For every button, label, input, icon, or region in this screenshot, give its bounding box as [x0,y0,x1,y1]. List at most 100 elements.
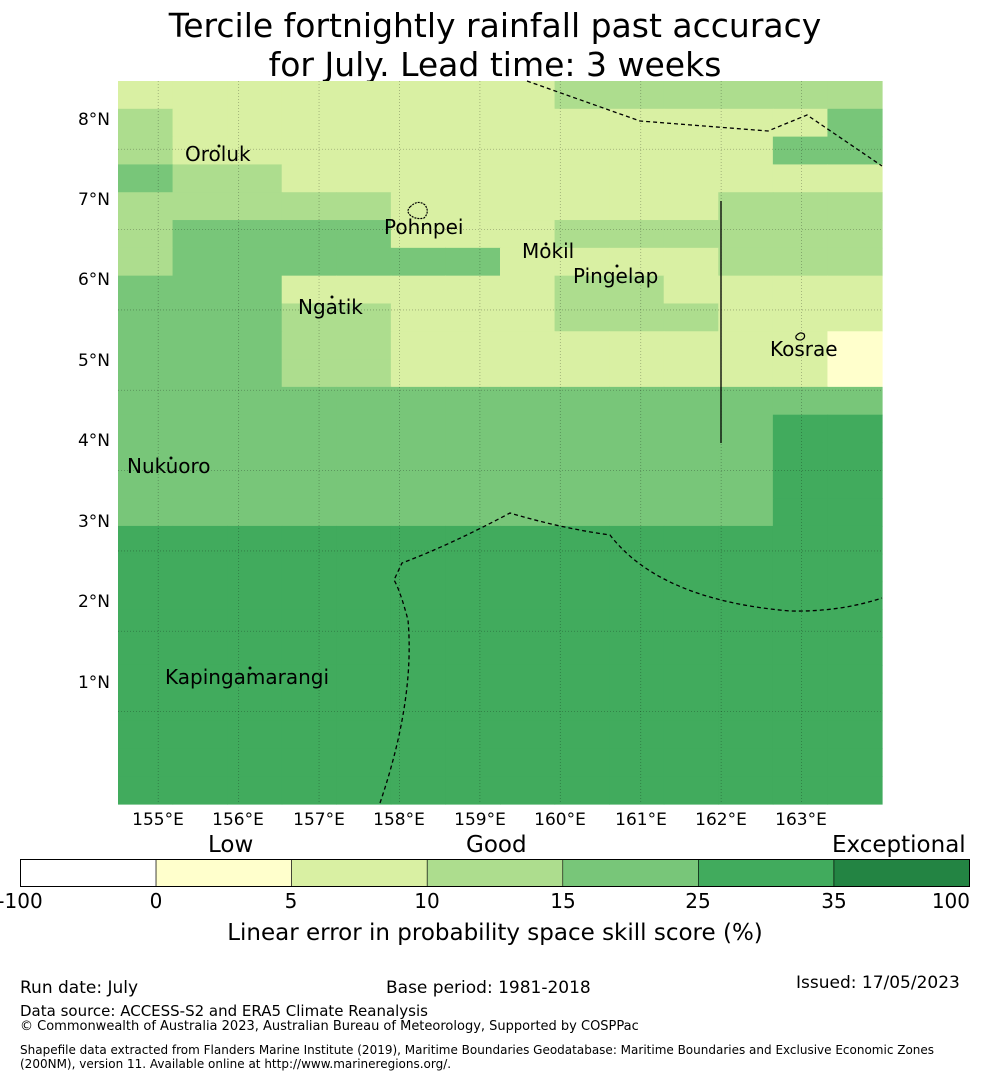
grid-cell [227,220,283,249]
colorbar-swatch [20,859,157,887]
lon-tick-label: 156°E [212,810,264,830]
lon-tick-label: 163°E [775,810,827,830]
grid-cell [118,81,174,110]
grid-cell [500,331,556,360]
grid-cell [772,303,829,332]
grid-cell [227,748,283,777]
grid-cell [609,581,665,610]
grid-cell [227,81,283,110]
grid-cell [390,386,447,416]
grid-cell [281,414,337,444]
grid-cell [281,748,337,777]
grid-cell [172,748,228,777]
grid-cell [445,692,501,722]
grid-cell [500,81,556,110]
grid-cell [554,303,610,332]
grid-cell [118,525,174,555]
grid-cell [281,136,337,166]
grid-cell [554,275,610,305]
grid-cell [663,498,719,527]
grid-cell [336,164,392,193]
grid-cell [390,692,447,722]
grid-cell [172,553,228,583]
grid-cell [336,748,392,777]
grid-cell [772,247,829,277]
ngatik-island-marker [330,295,334,299]
grid-cell [827,192,883,221]
grid-cell [390,498,447,527]
grid-cell [772,359,829,388]
kosrae-island-outline [795,332,806,341]
grid-cell [554,525,610,555]
grid-cell [554,498,610,527]
grid-cell [609,108,665,138]
grid-cell [500,720,556,749]
grid-cell [554,108,610,138]
grid-cell [772,692,829,722]
grid-cell [281,581,337,610]
grid-cell [827,553,883,583]
grid-cell [772,136,829,166]
grid-cell [336,637,392,666]
grid-cell [118,247,174,277]
grid-cell [500,525,556,555]
place-label-pingelap: Pingelap [573,264,659,288]
lon-tick-label: 158°E [373,810,425,830]
grid-cell [281,470,337,499]
grid-cell [663,525,719,555]
grid-cell [609,553,665,583]
grid-cell [772,386,829,416]
grid-cell [827,386,883,416]
grid-cell [500,164,556,193]
grid-cell [609,192,665,221]
grid-cell [718,164,774,193]
grid-cell [827,525,883,555]
grid-cell [445,553,501,583]
grid-cell [281,247,337,277]
grid-cell [281,498,337,527]
grid-cell [772,442,829,471]
grid-cell [609,664,665,694]
place-label-pohnpei: Pohnpei [384,215,464,239]
grid-cell [554,581,610,610]
colorbar-swatch [426,859,564,887]
grid-cell [118,359,174,388]
grid-cell [227,553,283,583]
grid-cell [445,525,501,555]
grid-cell [772,776,829,805]
grid-cell [281,108,337,138]
grid-cell [500,359,556,388]
colorbar-frame [20,859,970,887]
grid-cell [281,692,337,722]
grid-cell [172,164,228,193]
base-period: Base period: 1981-2018 [386,978,591,998]
grid-cell [118,748,174,777]
grid-cell [118,386,174,416]
grid-cell [827,692,883,722]
grid-cell [172,192,228,221]
grid-cell [336,303,392,332]
lat-tick-label: 8°N [77,110,110,130]
copyright-notice: © Commonwealth of Australia 2023, Austra… [20,1019,639,1034]
grid-cell [281,192,337,221]
grid-cell [772,637,829,666]
grid-cell [718,136,774,166]
grid-cell [336,386,392,416]
island-outlines [169,144,806,670]
grid-cell [827,748,883,777]
grid-cell [827,414,883,444]
grid-cell [827,637,883,666]
grid-cell [445,414,501,444]
grid-cell [336,442,392,471]
colorbar-tick-label: 10 [414,889,440,913]
grid-cell [663,359,719,388]
grid-cell [718,220,774,249]
grid-cell [227,720,283,749]
grid-cell [718,553,774,583]
grid-cell [281,776,337,805]
grid-cell [445,303,501,332]
grid-cell [336,525,392,555]
grid-cell [663,776,719,805]
grid-cell [500,108,556,138]
grid-cell [281,637,337,666]
